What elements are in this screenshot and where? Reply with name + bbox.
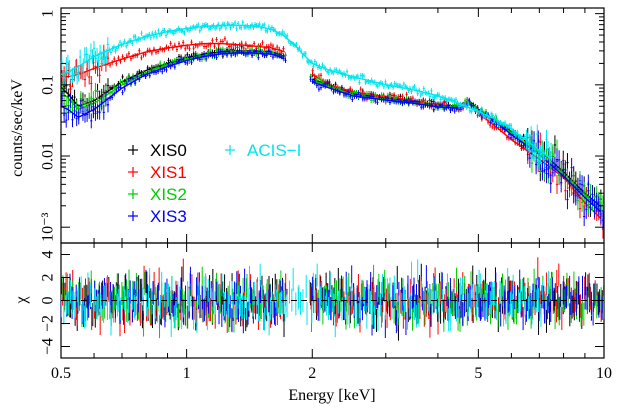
y-tick-label: 2 [40,274,57,282]
y-tick-label: 0.01 [40,142,57,170]
legend-label: ACIS−I [247,141,301,160]
residuals-acis-i [60,259,553,338]
x-tick-label: 2 [308,365,316,382]
y-tick-label: 1 [40,10,57,18]
x-tick-label: 0.5 [51,365,71,382]
y-tick-label: 4 [40,251,57,259]
spectrum-y-axis-label: counts/sec/keV [9,79,26,177]
series-xis3 [60,48,605,230]
x-tick-label: 5 [474,365,482,382]
residual-ticks: −4 −2 0 2 4 [40,251,604,355]
legend: XIS0 XIS1 XIS2 XIS3 ACIS−I [128,141,301,226]
legend-label: XIS1 [150,163,187,182]
residual-data [60,257,605,341]
series-xis0 [60,43,605,221]
legend-item: ACIS−I [225,141,301,160]
x-axis: 0.5 1 2 5 10 [51,8,612,382]
spectrum-ticks: 10⁻³ 0.01 0.1 1 [40,10,604,242]
series-acis-i [60,19,553,171]
legend-item: XIS1 [128,163,187,182]
x-tick-label: 1 [183,365,191,382]
residual-panel: −4 −2 0 2 4 χ [13,242,605,359]
y-tick-label: −2 [40,315,57,332]
spectrum-plot-frame [60,7,605,244]
legend-item: XIS0 [128,141,187,160]
legend-item: XIS3 [128,207,187,226]
y-tick-label: 0.1 [40,75,57,95]
legend-label: XIS2 [150,185,187,204]
x-tick-label: 10 [596,365,612,382]
legend-item: XIS2 [128,185,187,204]
spectrum-data [60,19,605,239]
legend-label: XIS0 [150,141,187,160]
model-curve [60,24,553,160]
model-curve [60,52,602,213]
y-tick-label: 10⁻³ [40,212,57,241]
spectrum-panel: 10⁻³ 0.01 0.1 1 XIS0 XIS1 XIS2 XIS3 ACIS−I coun… [9,7,605,244]
y-tick-label: 0 [40,297,57,305]
legend-label: XIS3 [150,207,187,226]
y-tick-label: −4 [40,338,57,355]
x-axis-label: Energy [keV] [288,387,375,404]
residual-y-axis-label: χ [13,296,30,305]
